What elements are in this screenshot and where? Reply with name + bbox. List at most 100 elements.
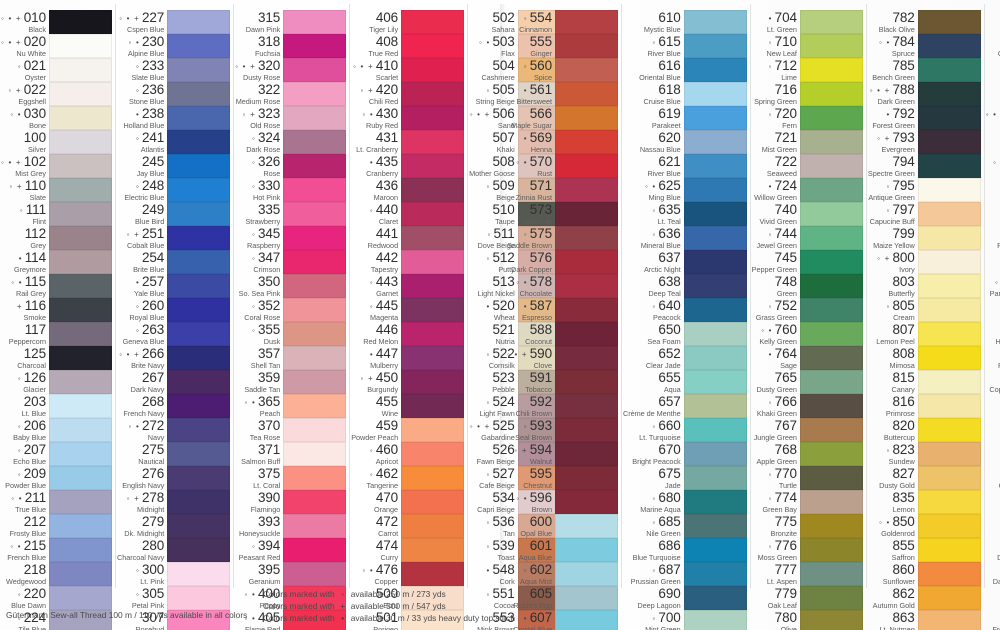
color-row[interactable]: ◦ 795 Antique Green xyxy=(867,178,984,202)
color-row[interactable]: 815 Canary xyxy=(867,370,984,394)
color-row[interactable]: ◦ 797 Capucine Buff xyxy=(867,202,984,226)
color-row[interactable]: ◦ • 850 Goldenrod xyxy=(867,514,984,538)
color-row[interactable]: 903Orchid xyxy=(985,82,1000,106)
color-swatch[interactable] xyxy=(555,58,618,82)
color-row[interactable]: ◦913Rose Lilac xyxy=(985,226,1000,250)
color-swatch[interactable] xyxy=(799,130,863,154)
color-row[interactable]: ◦ +278 Midnight xyxy=(116,490,233,514)
color-row[interactable]: 875Goldstone xyxy=(985,34,1000,58)
color-row[interactable]: 900Iris xyxy=(985,58,1000,82)
color-swatch[interactable] xyxy=(683,250,747,274)
color-swatch[interactable] xyxy=(917,250,981,274)
color-row[interactable]: 767 Jungle Green xyxy=(751,418,866,442)
color-swatch[interactable] xyxy=(401,322,465,346)
color-row[interactable]: 827 Dusty Gold xyxy=(867,466,984,490)
color-row[interactable]: 722 Seaweed xyxy=(751,154,866,178)
color-row[interactable]: 393 Honeysuckle xyxy=(234,514,349,538)
color-swatch[interactable] xyxy=(917,106,981,130)
color-swatch[interactable] xyxy=(683,178,747,202)
color-swatch[interactable] xyxy=(555,250,618,274)
color-swatch[interactable] xyxy=(917,58,981,82)
color-swatch[interactable] xyxy=(555,394,618,418)
color-row[interactable]: ◦ 680 Marine Aqua xyxy=(622,490,750,514)
color-row[interactable]: 436 Maroon xyxy=(350,178,467,202)
color-row[interactable]: ◦ • +410 Scarlet xyxy=(350,58,467,82)
color-swatch[interactable] xyxy=(283,106,347,130)
color-swatch[interactable] xyxy=(683,370,747,394)
color-swatch[interactable] xyxy=(49,442,112,466)
color-swatch[interactable] xyxy=(49,394,112,418)
color-row[interactable]: ◦ • 405 Flame Red xyxy=(234,610,349,630)
color-row[interactable]: 816 Primrose xyxy=(867,394,984,418)
color-row[interactable]: ◦ 774 Green Bay xyxy=(751,490,866,514)
color-swatch[interactable] xyxy=(283,58,347,82)
color-swatch[interactable] xyxy=(799,274,863,298)
color-row[interactable]: ◦926Lt. Purple xyxy=(985,298,1000,322)
color-swatch[interactable] xyxy=(283,202,347,226)
color-swatch[interactable] xyxy=(283,82,347,106)
color-swatch[interactable] xyxy=(555,154,618,178)
color-row[interactable]: ◦ • +227 Cspen Blue xyxy=(116,10,233,34)
color-row[interactable]: 218 Wedgewood xyxy=(0,562,115,586)
color-row[interactable]: 803 Butterfly xyxy=(867,274,984,298)
color-swatch[interactable] xyxy=(917,130,981,154)
color-swatch[interactable] xyxy=(917,178,981,202)
color-row[interactable]: 446 Red Melon xyxy=(350,322,467,346)
color-row[interactable]: 315 Dawn Pink xyxy=(234,10,349,34)
color-swatch[interactable] xyxy=(917,514,981,538)
color-swatch[interactable] xyxy=(799,610,863,630)
color-swatch[interactable] xyxy=(555,10,618,34)
color-row[interactable]: 618 Cruise Blue xyxy=(622,82,750,106)
color-row[interactable]: 591 Tobacco xyxy=(506,370,621,394)
color-row[interactable]: ◦ • 476 Copper xyxy=(350,562,467,586)
color-row[interactable]: 939Plum xyxy=(985,490,1000,514)
color-row[interactable]: 276 English Navy xyxy=(116,466,233,490)
color-row[interactable]: 406 Tiger Lily xyxy=(350,10,467,34)
color-row[interactable]: ◦ 687 Prussian Green xyxy=(622,562,750,586)
color-row[interactable]: ◦ • 570 Rust xyxy=(506,154,621,178)
color-row[interactable]: ◦ 233 Slate Blue xyxy=(116,58,233,82)
color-swatch[interactable] xyxy=(683,10,747,34)
color-row[interactable]: ◦ 352 Coral Rose xyxy=(234,298,349,322)
color-swatch[interactable] xyxy=(917,274,981,298)
color-swatch[interactable] xyxy=(167,490,231,514)
color-row[interactable]: 768 Apple Green xyxy=(751,442,866,466)
color-swatch[interactable] xyxy=(49,418,112,442)
color-swatch[interactable] xyxy=(283,394,347,418)
color-row[interactable]: ◦ • +907Dahlia xyxy=(985,106,1000,130)
color-swatch[interactable] xyxy=(917,34,981,58)
color-row[interactable]: 307 Rosebud xyxy=(116,610,233,630)
color-swatch[interactable] xyxy=(799,490,863,514)
color-row[interactable]: ◦ • 760 Kelly Green xyxy=(751,322,866,346)
color-swatch[interactable] xyxy=(401,58,465,82)
color-swatch[interactable] xyxy=(167,466,231,490)
color-row[interactable]: • 435 Cranberry xyxy=(350,154,467,178)
color-swatch[interactable] xyxy=(167,82,231,106)
color-swatch[interactable] xyxy=(799,538,863,562)
color-swatch[interactable] xyxy=(683,58,747,82)
color-row[interactable]: 395 Geranium xyxy=(234,562,349,586)
color-swatch[interactable] xyxy=(283,10,347,34)
color-row[interactable]: ◦ • +320 Dusty Rose xyxy=(234,58,349,82)
color-swatch[interactable] xyxy=(917,394,981,418)
color-row[interactable]: ◦ • +590 Clove xyxy=(506,346,621,370)
color-swatch[interactable] xyxy=(917,10,981,34)
color-row[interactable]: ◦ 443 Garnet xyxy=(350,274,467,298)
color-row[interactable]: 935Hyacinth xyxy=(985,394,1000,418)
color-row[interactable]: 390 Flamingo xyxy=(234,490,349,514)
color-swatch[interactable] xyxy=(167,226,231,250)
color-swatch[interactable] xyxy=(401,418,465,442)
color-row[interactable]: ◦ +323 Old Rose xyxy=(234,106,349,130)
color-row[interactable]: ◦ 263 Geneva Blue xyxy=(116,322,233,346)
color-row[interactable]: 408 True Red xyxy=(350,34,467,58)
color-swatch[interactable] xyxy=(283,538,347,562)
color-swatch[interactable] xyxy=(683,562,747,586)
color-swatch[interactable] xyxy=(49,250,112,274)
color-swatch[interactable] xyxy=(799,58,863,82)
color-row[interactable]: ◦ 021 Oyster xyxy=(0,58,115,82)
color-swatch[interactable] xyxy=(555,130,618,154)
color-swatch[interactable] xyxy=(49,202,112,226)
color-row[interactable]: 100 Silver xyxy=(0,130,115,154)
color-row[interactable]: 601 Aqua Blue xyxy=(506,538,621,562)
color-row[interactable]: • 238 Holland Blue xyxy=(116,106,233,130)
